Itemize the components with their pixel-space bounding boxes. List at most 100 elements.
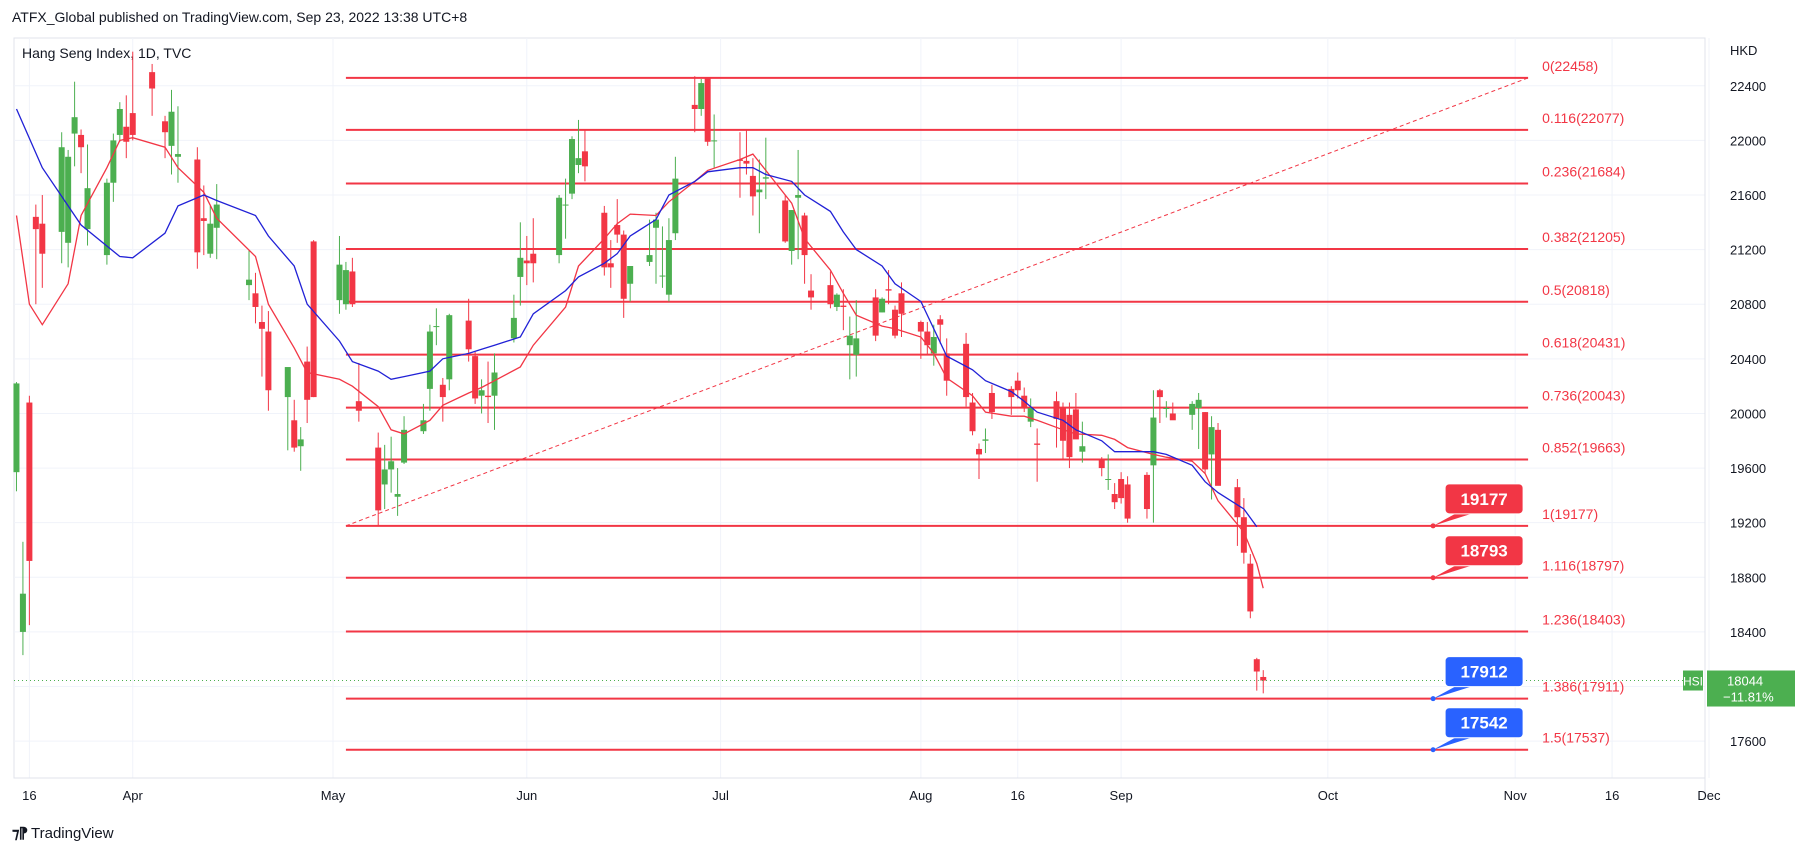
- candle-body[interactable]: [653, 219, 659, 228]
- candle-body[interactable]: [78, 134, 85, 148]
- candle-body[interactable]: [1118, 478, 1125, 499]
- candle-body[interactable]: [1215, 429, 1222, 486]
- candle-body[interactable]: [388, 461, 395, 470]
- candle-body[interactable]: [1014, 380, 1021, 391]
- candle-body[interactable]: [846, 335, 853, 346]
- candle-body[interactable]: [659, 275, 666, 277]
- candle-body[interactable]: [420, 420, 427, 432]
- candle-body[interactable]: [711, 140, 718, 142]
- candle-body[interactable]: [620, 234, 627, 299]
- candle-body[interactable]: [110, 140, 117, 183]
- candle-body[interactable]: [446, 315, 453, 380]
- candle-body[interactable]: [491, 372, 498, 396]
- candle-body[interactable]: [207, 223, 214, 254]
- candle-body[interactable]: [381, 469, 388, 485]
- fib-trend-line[interactable]: [345, 77, 1529, 527]
- candle-body[interactable]: [58, 147, 65, 232]
- price-callout[interactable]: 18793: [1430, 535, 1524, 581]
- candle-body[interactable]: [982, 439, 989, 441]
- candle-body[interactable]: [788, 210, 795, 251]
- candle-body[interactable]: [1240, 517, 1247, 553]
- candle-body[interactable]: [607, 263, 614, 268]
- candle-body[interactable]: [510, 317, 517, 339]
- candle-body[interactable]: [704, 77, 711, 142]
- candle-body[interactable]: [71, 117, 78, 134]
- price-callout[interactable]: 17542: [1430, 707, 1524, 753]
- candle-body[interactable]: [162, 121, 169, 133]
- candle-body[interactable]: [892, 309, 899, 336]
- candle-body[interactable]: [963, 343, 970, 398]
- candle-body[interactable]: [342, 270, 349, 305]
- candle-body[interactable]: [252, 293, 259, 307]
- candle-body[interactable]: [32, 216, 39, 230]
- candle-body[interactable]: [1163, 408, 1170, 409]
- candle-body[interactable]: [917, 321, 924, 332]
- candle-body[interactable]: [736, 159, 743, 161]
- candle-body[interactable]: [1111, 494, 1118, 503]
- candle-body[interactable]: [808, 290, 815, 298]
- candle-body[interactable]: [246, 279, 253, 286]
- candle-body[interactable]: [1169, 413, 1176, 421]
- candle-body[interactable]: [743, 160, 750, 164]
- candle-body[interactable]: [304, 361, 311, 400]
- candle-body[interactable]: [569, 139, 576, 194]
- candle-body[interactable]: [465, 320, 472, 350]
- candle-body[interactable]: [1079, 446, 1086, 452]
- candle-body[interactable]: [355, 401, 362, 411]
- candle-body[interactable]: [129, 113, 136, 135]
- candle-body[interactable]: [1098, 459, 1105, 469]
- candle-body[interactable]: [988, 392, 995, 413]
- candle-body[interactable]: [646, 255, 653, 262]
- candle-body[interactable]: [1053, 401, 1060, 419]
- candle-body[interactable]: [885, 289, 892, 291]
- candle-body[interactable]: [258, 321, 265, 329]
- candle-body[interactable]: [478, 390, 485, 396]
- candle-body[interactable]: [756, 189, 763, 193]
- candle-body[interactable]: [1195, 399, 1202, 408]
- candle-body[interactable]: [924, 331, 931, 346]
- ma-slow-line[interactable]: [15, 108, 1258, 528]
- candle-body[interactable]: [174, 154, 181, 157]
- candle-body[interactable]: [349, 271, 356, 305]
- candle-body[interactable]: [103, 182, 110, 256]
- candle-body[interactable]: [801, 215, 808, 256]
- candle-body[interactable]: [19, 593, 26, 632]
- candle-body[interactable]: [1150, 417, 1157, 466]
- candle-body[interactable]: [762, 177, 769, 179]
- candle-body[interactable]: [672, 178, 679, 234]
- candle-body[interactable]: [26, 402, 33, 561]
- candle-body[interactable]: [213, 204, 220, 228]
- candle-body[interactable]: [116, 108, 123, 135]
- candle-body[interactable]: [297, 439, 304, 447]
- candle-body[interactable]: [1260, 676, 1267, 681]
- candle-body[interactable]: [1027, 408, 1034, 422]
- candle-body[interactable]: [433, 326, 440, 328]
- candle-body[interactable]: [1072, 409, 1079, 440]
- candle-body[interactable]: [1208, 427, 1215, 455]
- candle-body[interactable]: [976, 448, 982, 455]
- candle-body[interactable]: [194, 159, 201, 253]
- candle-body[interactable]: [691, 104, 698, 109]
- candle-body[interactable]: [749, 175, 756, 197]
- candle-body[interactable]: [472, 356, 479, 399]
- candle-body[interactable]: [1202, 412, 1209, 470]
- candle-body[interactable]: [833, 294, 840, 307]
- candle-body[interactable]: [853, 338, 860, 355]
- candle-body[interactable]: [1066, 414, 1073, 458]
- candle-body[interactable]: [601, 212, 608, 268]
- candle-body[interactable]: [39, 223, 46, 254]
- candle-body[interactable]: [265, 331, 272, 391]
- candle-body[interactable]: [394, 494, 401, 497]
- price-callout[interactable]: 19177: [1430, 483, 1524, 529]
- candle-body[interactable]: [1143, 474, 1150, 510]
- candle-body[interactable]: [1234, 487, 1241, 518]
- candle-body[interactable]: [123, 126, 130, 142]
- candle-body[interactable]: [1156, 390, 1163, 398]
- candle-body[interactable]: [1105, 478, 1112, 480]
- candle-body[interactable]: [969, 402, 976, 432]
- candle-body[interactable]: [168, 111, 175, 146]
- candle-body[interactable]: [485, 395, 492, 398]
- candle-body[interactable]: [698, 83, 705, 109]
- candle-body[interactable]: [1059, 408, 1066, 441]
